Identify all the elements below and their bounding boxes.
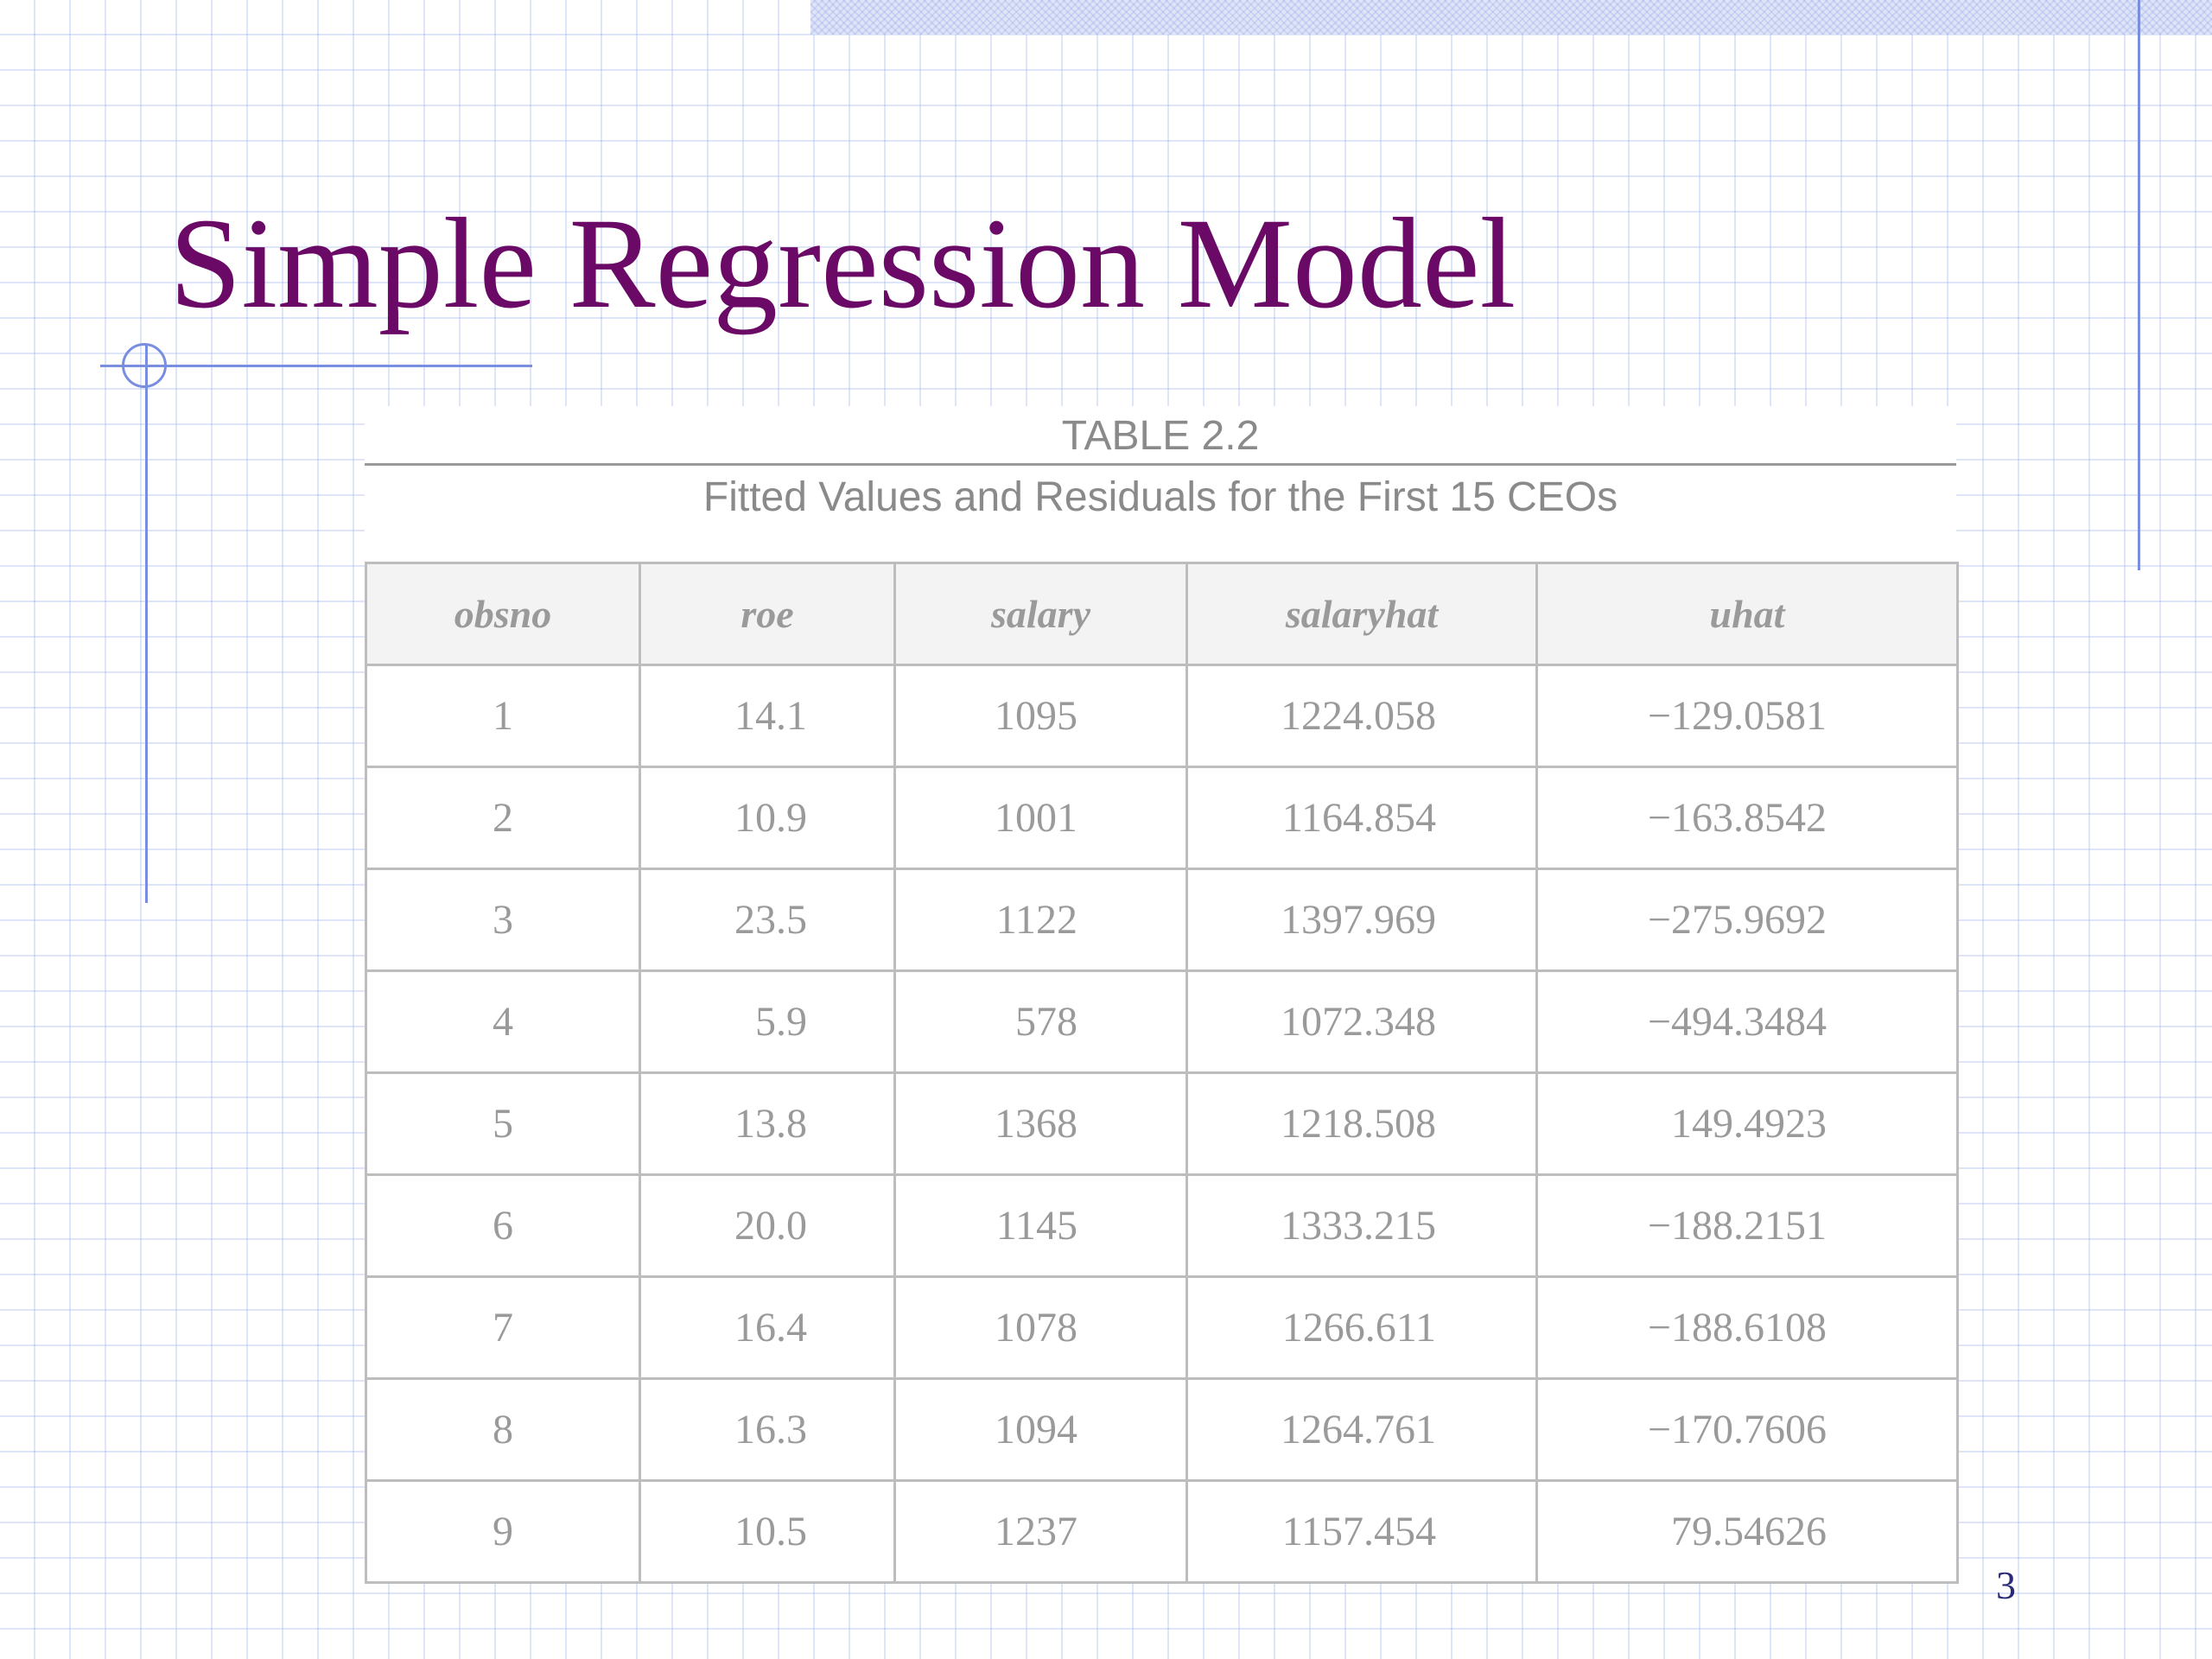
cell-roe: 16.3 xyxy=(639,1377,896,1482)
cell-salaryhat: 1072.348 xyxy=(1185,969,1538,1074)
cell-salary: 1145 xyxy=(893,1173,1188,1278)
cell-uhat: −188.2151 xyxy=(1535,1173,1959,1278)
table-row: 1 14.1 1095 1224.058 −129.0581 xyxy=(365,664,1959,768)
cell-salary: 1094 xyxy=(893,1377,1188,1482)
cell-roe: 16.4 xyxy=(639,1275,896,1380)
slide-title: Simple Regression Model xyxy=(169,192,1516,335)
cell-obsno: 7 xyxy=(365,1275,641,1380)
left-decorative-line xyxy=(145,346,148,903)
cell-roe: 14.1 xyxy=(639,664,896,768)
cell-uhat: −129.0581 xyxy=(1535,664,1959,768)
cell-salary: 1122 xyxy=(893,868,1188,972)
cell-obsno: 4 xyxy=(365,969,641,1074)
column-header-salaryhat: salaryhat xyxy=(1185,562,1538,666)
right-decorative-line xyxy=(2138,0,2140,570)
cell-salaryhat: 1164.854 xyxy=(1185,766,1538,870)
table-row: 9 10.5 1237 1157.454 79.54626 xyxy=(365,1479,1959,1584)
regression-table: obsno roe salary salaryhat uhat 1 14.1 1… xyxy=(365,562,1959,1584)
cell-salary: 1001 xyxy=(893,766,1188,870)
cell-salaryhat: 1333.215 xyxy=(1185,1173,1538,1278)
cell-salaryhat: 1224.058 xyxy=(1185,664,1538,768)
cell-obsno: 1 xyxy=(365,664,641,768)
cell-roe: 23.5 xyxy=(639,868,896,972)
table-header-row: obsno roe salary salaryhat uhat xyxy=(365,562,1959,666)
page-number: 3 xyxy=(1996,1563,2016,1607)
top-decorative-band xyxy=(810,0,2212,35)
table-number: TABLE 2.2 xyxy=(1061,413,1260,459)
cell-roe: 10.5 xyxy=(639,1479,896,1584)
cell-salaryhat: 1264.761 xyxy=(1185,1377,1538,1482)
title-circle-ornament xyxy=(122,343,167,388)
table-figure: TABLE 2.2 Fitted Values and Residuals fo… xyxy=(365,406,1959,1584)
column-header-obsno: obsno xyxy=(365,562,641,666)
cell-salary: 1095 xyxy=(893,664,1188,768)
cell-obsno: 5 xyxy=(365,1071,641,1176)
cell-salaryhat: 1397.969 xyxy=(1185,868,1538,972)
cell-uhat: −494.3484 xyxy=(1535,969,1959,1074)
cell-uhat: −188.6108 xyxy=(1535,1275,1959,1380)
cell-uhat: −275.9692 xyxy=(1535,868,1959,972)
table-row: 8 16.3 1094 1264.761 −170.7606 xyxy=(365,1377,1959,1482)
table-row: 2 10.9 1001 1164.854 −163.8542 xyxy=(365,766,1959,870)
table-row: 3 23.5 1122 1397.969 −275.9692 xyxy=(365,868,1959,972)
cell-salaryhat: 1157.454 xyxy=(1185,1479,1538,1584)
cell-salary: 578 xyxy=(893,969,1188,1074)
table-caption: Fitted Values and Residuals for the Firs… xyxy=(702,474,1618,520)
cell-salary: 1237 xyxy=(893,1479,1188,1584)
title-underline xyxy=(100,365,532,367)
cell-roe: 5.9 xyxy=(639,969,896,1074)
cell-roe: 20.0 xyxy=(639,1173,896,1278)
table-row: 4 5.9 578 1072.348 −494.3484 xyxy=(365,969,1959,1074)
cell-uhat: 79.54626 xyxy=(1535,1479,1959,1584)
table-row: 6 20.0 1145 1333.215 −188.2151 xyxy=(365,1173,1959,1278)
table-row: 5 13.8 1368 1218.508 149.4923 xyxy=(365,1071,1959,1176)
cell-obsno: 3 xyxy=(365,868,641,972)
cell-salaryhat: 1266.611 xyxy=(1185,1275,1538,1380)
column-header-salary: salary xyxy=(893,562,1188,666)
table-row: 7 16.4 1078 1266.611 −188.6108 xyxy=(365,1275,1959,1380)
cell-salary: 1368 xyxy=(893,1071,1188,1176)
cell-uhat: −163.8542 xyxy=(1535,766,1959,870)
cell-obsno: 9 xyxy=(365,1479,641,1584)
cell-roe: 10.9 xyxy=(639,766,896,870)
cell-uhat: −170.7606 xyxy=(1535,1377,1959,1482)
column-header-uhat: uhat xyxy=(1535,562,1959,666)
column-header-roe: roe xyxy=(639,562,896,666)
cell-roe: 13.8 xyxy=(639,1071,896,1176)
cell-obsno: 6 xyxy=(365,1173,641,1278)
cell-uhat: 149.4923 xyxy=(1535,1071,1959,1176)
caption-divider xyxy=(365,463,1956,466)
cell-obsno: 2 xyxy=(365,766,641,870)
cell-salaryhat: 1218.508 xyxy=(1185,1071,1538,1176)
cell-salary: 1078 xyxy=(893,1275,1188,1380)
cell-obsno: 8 xyxy=(365,1377,641,1482)
